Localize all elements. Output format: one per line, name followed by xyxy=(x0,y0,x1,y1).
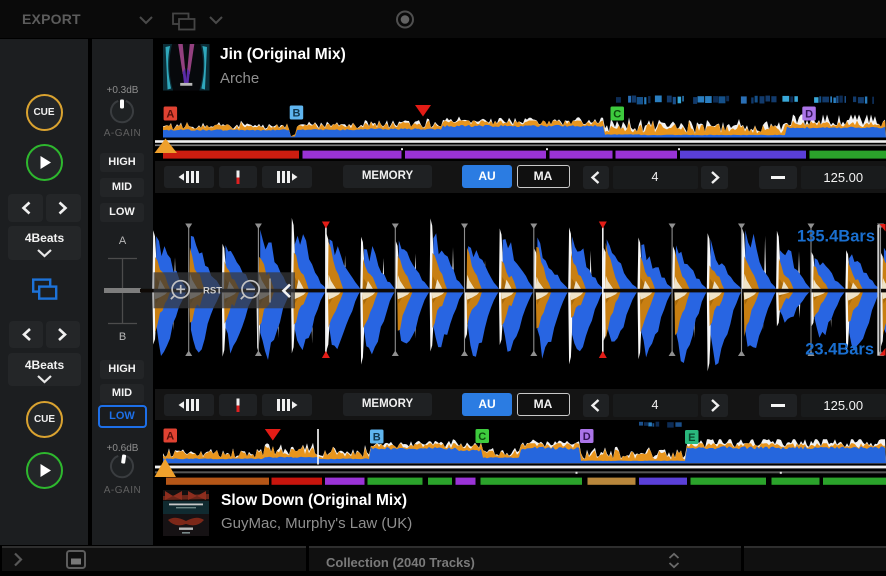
svg-text:135.4Bars: 135.4Bars xyxy=(797,228,875,246)
svg-text:A: A xyxy=(166,109,174,121)
svg-text:E: E xyxy=(688,432,695,444)
svg-text:RST: RST xyxy=(203,286,222,297)
svg-text:C: C xyxy=(613,109,621,121)
svg-text:D: D xyxy=(805,109,813,121)
svg-text:B: B xyxy=(373,432,381,444)
svg-text:B: B xyxy=(292,108,300,120)
svg-text:C: C xyxy=(478,431,486,443)
svg-text:D: D xyxy=(583,431,591,443)
svg-text:23.4Bars: 23.4Bars xyxy=(805,341,874,359)
svg-text:A: A xyxy=(166,431,174,443)
